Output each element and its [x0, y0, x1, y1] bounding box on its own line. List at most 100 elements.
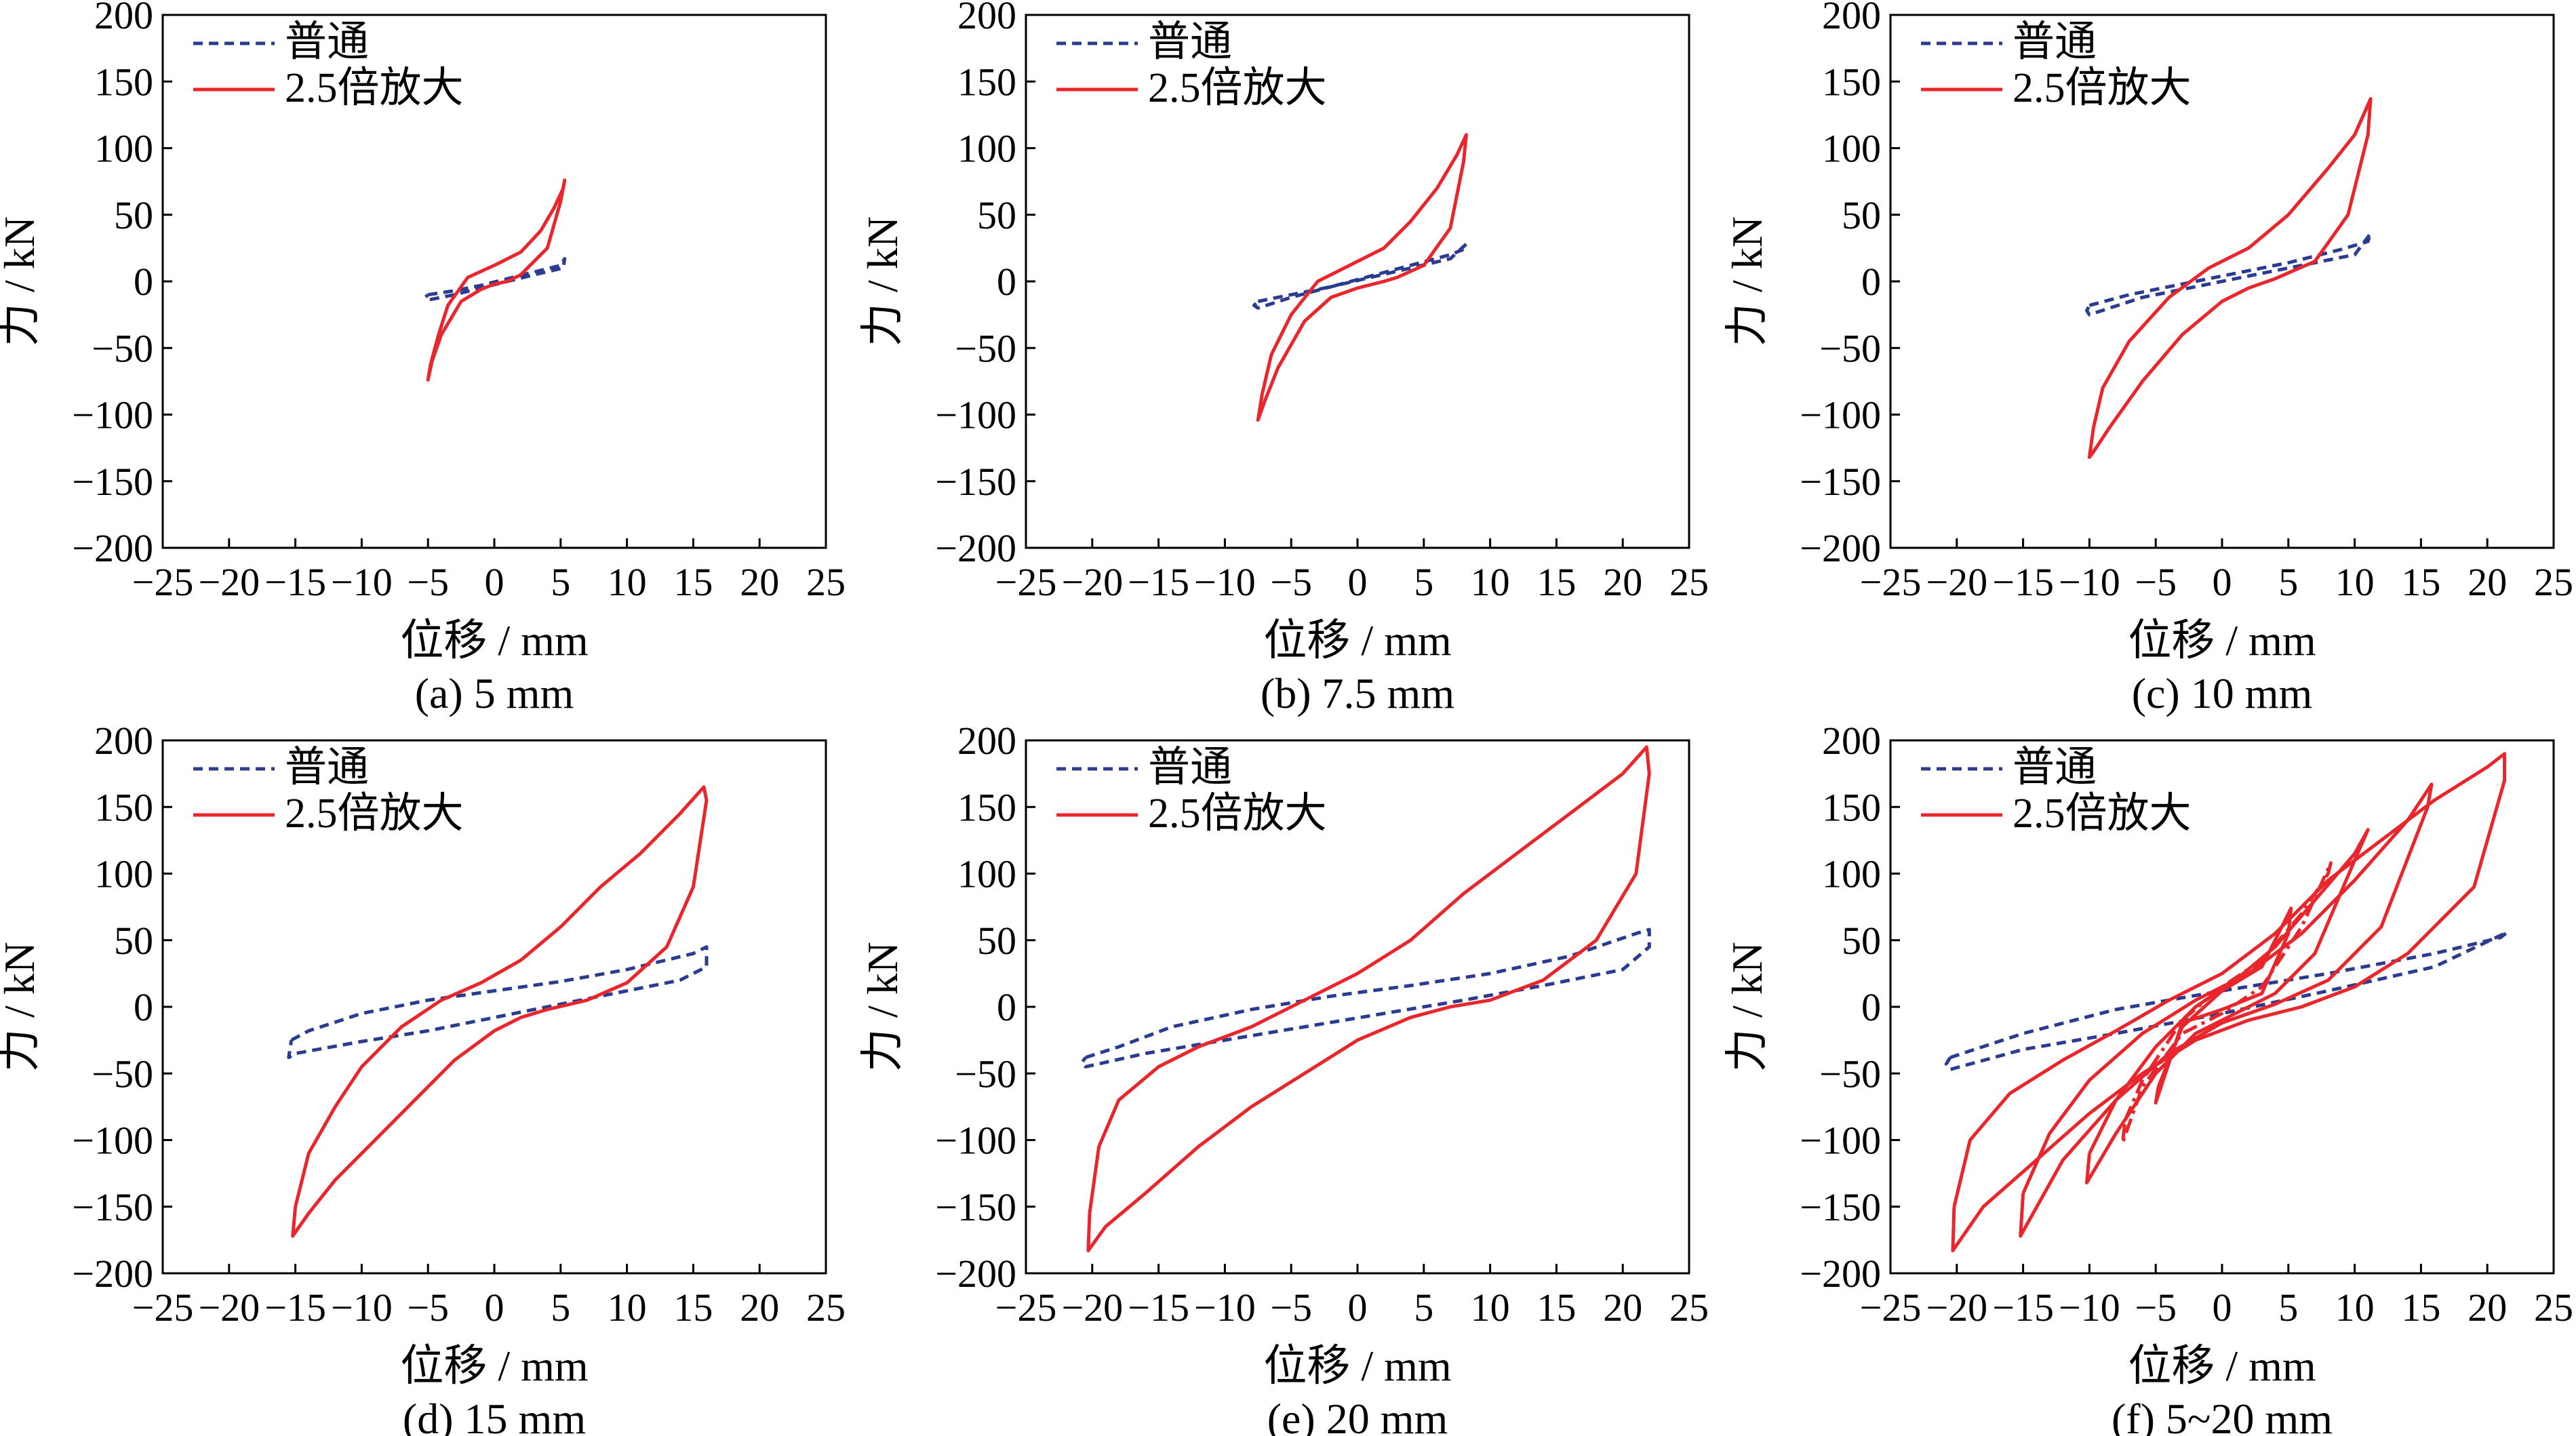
legend-label-amplified: 2.5倍放大	[1148, 65, 1327, 111]
series-amplified-line	[1086, 745, 1651, 1253]
y-tick-label: 0	[997, 985, 1016, 1029]
series-normal-line	[423, 257, 567, 302]
y-tick-label: −100	[935, 1119, 1016, 1163]
y-tick-label: −150	[1800, 1185, 1881, 1229]
y-tick-label: −200	[935, 1252, 1016, 1296]
x-tick-label: 0	[485, 1285, 504, 1330]
panel-caption: (d) 15 mm	[403, 1395, 586, 1436]
legend-label-amplified: 2.5倍放大	[285, 791, 464, 837]
legend-label-normal: 普通	[285, 19, 369, 65]
y-tick-label: −200	[1800, 1252, 1881, 1296]
legend-label-amplified: 2.5倍放大	[1148, 791, 1327, 837]
y-tick-label: 100	[1822, 852, 1881, 896]
series-normal-line	[287, 945, 709, 1060]
y-tick-label: 100	[94, 852, 153, 896]
x-tick-label: −5	[1270, 1285, 1312, 1330]
y-axis-label: 力 / kN	[0, 942, 43, 1072]
series-normal-line	[1944, 930, 2509, 1071]
x-axis-label: 位移 / mm	[1263, 1342, 1451, 1390]
x-tick-label: −10	[2059, 1285, 2120, 1330]
y-tick-label: 200	[94, 719, 153, 763]
y-tick-label: −50	[92, 1052, 153, 1096]
y-tick-label: −50	[1819, 326, 1881, 370]
legend-label-amplified: 2.5倍放大	[2013, 65, 2192, 111]
y-tick-label: −200	[935, 526, 1016, 570]
x-tick-label: 25	[806, 560, 846, 604]
x-tick-label: −10	[1194, 1285, 1256, 1330]
x-tick-label: 15	[1537, 560, 1576, 604]
y-tick-label: 200	[94, 0, 153, 37]
x-tick-label: 10	[2335, 560, 2375, 604]
x-tick-label: −15	[1128, 560, 1189, 604]
x-tick-label: −10	[331, 1285, 393, 1330]
panel-caption: (c) 10 mm	[2132, 669, 2313, 717]
x-tick-label: −5	[407, 560, 449, 604]
x-tick-label: 20	[1603, 1285, 1642, 1330]
y-tick-label: 150	[957, 785, 1016, 829]
x-tick-label: −5	[1270, 560, 1312, 604]
x-tick-label: 15	[1537, 1285, 1576, 1330]
x-tick-label: −15	[1128, 1285, 1189, 1330]
x-tick-label: 0	[2213, 560, 2232, 604]
y-tick-label: 200	[1822, 719, 1881, 763]
y-tick-label: −100	[72, 1119, 153, 1163]
x-tick-label: −25	[132, 560, 194, 604]
x-tick-label: 25	[2534, 1285, 2573, 1330]
y-tick-label: −200	[72, 1252, 153, 1296]
y-tick-label: 0	[134, 260, 153, 304]
series-amplified-line	[1256, 133, 1468, 422]
x-tick-label: −15	[1992, 560, 2054, 604]
x-tick-label: 0	[2213, 1285, 2232, 1330]
y-tick-label: 50	[977, 193, 1016, 237]
x-tick-label: 0	[1348, 560, 1368, 604]
plot-frame	[1889, 739, 2555, 1275]
y-tick-label: −100	[1800, 393, 1881, 437]
x-tick-label: −25	[1860, 1285, 1922, 1330]
x-tick-label: 25	[1669, 560, 1709, 604]
x-tick-label: 10	[2335, 1285, 2375, 1330]
legend-label-normal: 普通	[1148, 19, 1232, 65]
x-tick-label: −20	[1061, 560, 1123, 604]
y-tick-label: −50	[955, 326, 1016, 370]
series-amplified-line	[1951, 752, 2507, 1253]
y-axis-label: 力 / kN	[858, 942, 907, 1072]
series-normal-line	[2085, 231, 2373, 317]
series-amplified-line	[2019, 782, 2434, 1238]
y-tick-label: −150	[72, 1185, 153, 1229]
y-tick-label: 100	[94, 127, 153, 171]
x-tick-label: −20	[198, 560, 260, 604]
x-tick-label: −25	[995, 560, 1057, 604]
y-tick-label: 50	[114, 193, 153, 237]
legend-label-amplified: 2.5倍放大	[285, 65, 464, 111]
x-tick-label: −15	[264, 560, 326, 604]
x-tick-label: 0	[485, 560, 504, 604]
y-tick-label: 200	[957, 0, 1016, 37]
y-tick-label: 50	[977, 919, 1016, 963]
x-axis-label: 位移 / mm	[400, 616, 588, 664]
x-tick-label: −15	[264, 1285, 326, 1330]
x-tick-label: 25	[806, 1285, 846, 1330]
legend-label-normal: 普通	[2013, 19, 2097, 65]
x-tick-label: −10	[2059, 560, 2120, 604]
x-tick-label: 20	[1603, 560, 1642, 604]
x-tick-label: −25	[995, 1285, 1057, 1330]
y-tick-label: −150	[935, 460, 1016, 504]
panel-caption: (e) 20 mm	[1267, 1395, 1448, 1436]
x-tick-label: −20	[1926, 560, 1987, 604]
y-tick-label: −50	[92, 326, 153, 370]
x-tick-label: 25	[2534, 560, 2573, 604]
x-tick-label: 15	[2401, 1285, 2440, 1330]
series-amplified-line	[426, 178, 567, 382]
y-tick-label: 150	[1822, 785, 1881, 829]
x-tick-label: 5	[1414, 1285, 1433, 1330]
y-tick-label: 50	[1842, 193, 1881, 237]
x-tick-label: −25	[132, 1285, 194, 1330]
y-tick-label: −50	[1819, 1052, 1881, 1096]
legend-label-normal: 普通	[2013, 744, 2097, 791]
x-tick-label: −5	[2135, 1285, 2177, 1330]
x-tick-label: 5	[1414, 560, 1433, 604]
x-tick-label: 10	[1471, 1285, 1510, 1330]
